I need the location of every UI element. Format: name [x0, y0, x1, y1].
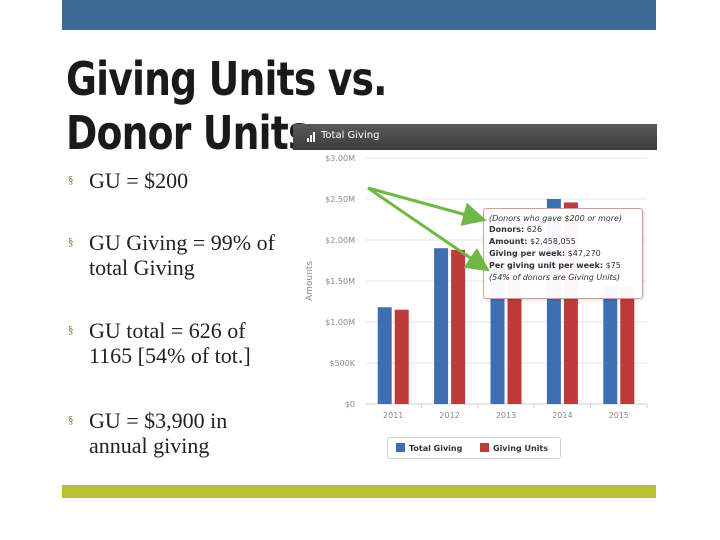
legend-swatch — [396, 443, 405, 452]
bullet-text: GU = $3,900 in annual giving — [89, 408, 228, 458]
legend-item-giving-units[interactable]: Giving Units — [480, 443, 548, 454]
tooltip-footnote: (54% of donors are Giving Units) — [489, 273, 620, 282]
bar-giving-units-2011 — [394, 309, 409, 404]
bar-giving-units-2015 — [620, 286, 635, 404]
y-tick-label: $0 — [345, 400, 355, 409]
x-tick-label: 2011 — [383, 411, 403, 420]
x-tick-label: 2012 — [439, 411, 459, 420]
tooltip-value: 626 — [526, 225, 543, 234]
y-tick-label: $1.00M — [325, 318, 355, 327]
y-tick-label: $500K — [329, 359, 355, 368]
chart-panel: Total Giving $0 $500K $1.00M $1.50M $2.00M $2… — [293, 124, 657, 470]
bar-total-giving-2015 — [603, 285, 618, 404]
tooltip-value: $75 — [605, 261, 621, 270]
square-bullet-icon: § — [68, 324, 74, 336]
y-tick-label: $1.50M — [325, 277, 355, 286]
legend-label: Giving Units — [493, 444, 548, 453]
bullet-item: § GU = $3,900 in annual giving — [68, 408, 288, 458]
chart-tooltip: (Donors who gave $200 or more) Donors: 6… — [483, 208, 643, 299]
tooltip-label: Giving per week: — [489, 249, 566, 258]
tooltip-subtitle: (Donors who gave $200 or more) — [489, 214, 623, 223]
y-tick-label: $2.50M — [325, 195, 355, 204]
bottom-accent-bar — [62, 485, 656, 498]
bullet-text: GU total = 626 of 1165 [54% of tot.] — [89, 318, 251, 368]
x-tick-label: 2013 — [496, 411, 516, 420]
tooltip-value: $2,458,055 — [529, 237, 576, 246]
tooltip-value: $47,270 — [567, 249, 601, 258]
chart-legend: Total Giving Giving Units — [387, 437, 561, 459]
y-axis-label: Amounts — [305, 261, 315, 301]
square-bullet-icon: § — [68, 174, 74, 186]
y-tick-label: $2.00M — [325, 236, 355, 245]
square-bullet-icon: § — [68, 236, 74, 248]
bar-giving-units-2012 — [451, 249, 466, 404]
bullet-item: § GU total = 626 of 1165 [54% of tot.] — [68, 318, 288, 368]
tooltip-label: Donors: — [489, 225, 525, 234]
square-bullet-icon: § — [68, 414, 74, 426]
bar-total-giving-2011 — [377, 307, 392, 404]
x-tick-label: 2015 — [609, 411, 629, 420]
bullet-item: § GU Giving = 99% of total Giving — [68, 230, 288, 280]
slide-title: Giving Units vs. Donor Units — [66, 52, 387, 160]
chart-header: Total Giving — [293, 124, 657, 150]
y-tick-label: $3.00M — [325, 154, 355, 163]
x-tick-label: 2014 — [552, 411, 572, 420]
bullet-text: GU Giving = 99% of total Giving — [89, 230, 275, 280]
bullet-text: GU = $200 — [89, 168, 189, 193]
top-accent-bar — [62, 0, 656, 30]
bar-total-giving-2012 — [434, 248, 449, 404]
chart-header-title: Total Giving — [321, 130, 380, 141]
legend-label: Total Giving — [409, 444, 463, 453]
tooltip-label: Amount: — [489, 237, 528, 246]
bar-chart-icon — [307, 132, 315, 142]
legend-item-total-giving[interactable]: Total Giving — [396, 443, 462, 454]
legend-swatch — [480, 443, 489, 452]
bullet-item: § GU = $200 — [68, 168, 288, 193]
tooltip-label: Per giving unit per week: — [489, 261, 604, 270]
